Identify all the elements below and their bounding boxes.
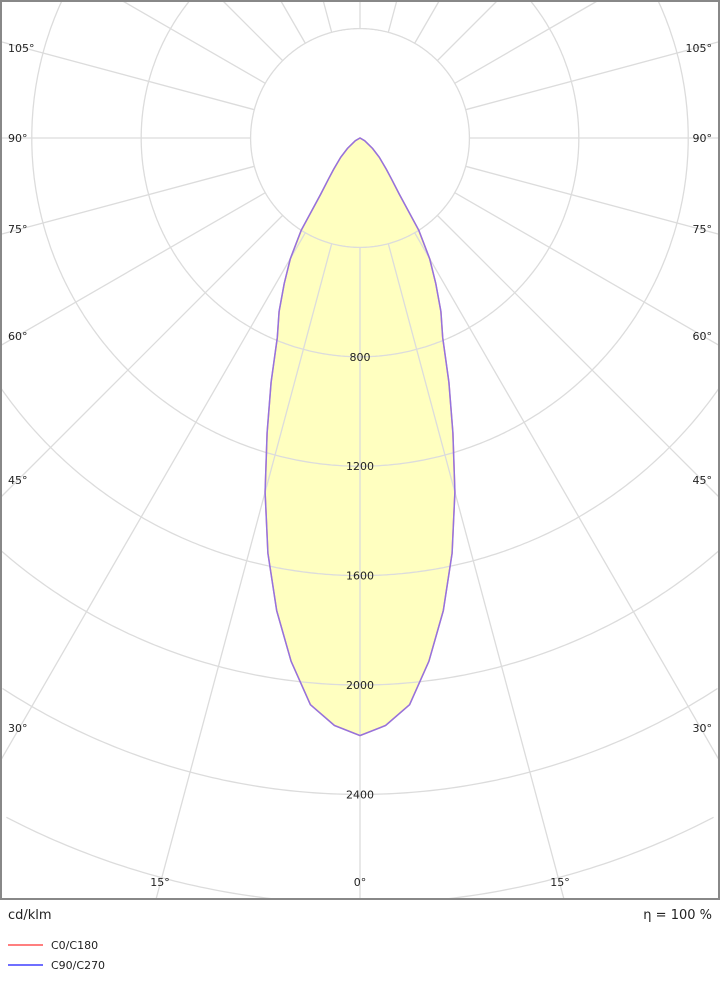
angle-label-left: 75° xyxy=(8,223,28,236)
grid-spoke-165 xyxy=(322,0,333,33)
grid-spoke-30 xyxy=(414,232,720,761)
angle-label-bottom: 15° xyxy=(550,876,570,889)
polar-grid xyxy=(0,0,720,900)
grid-spoke-60 xyxy=(0,192,266,346)
grid-spoke-150 xyxy=(280,0,306,44)
radial-tick-label: 2400 xyxy=(346,788,374,801)
grid-spoke-120 xyxy=(122,0,266,84)
axis-labels: 105° 105° 90° 90° 75° 75° 60° 60° 45° 45° 30° 30° 15… xyxy=(8,42,712,889)
grid-spoke-60 xyxy=(454,192,720,346)
grid-spoke-45 xyxy=(436,214,720,498)
series-lines xyxy=(264,137,456,737)
radial-tick-label: 2000 xyxy=(346,679,374,692)
legend-label: C0/C180 xyxy=(51,939,98,952)
angle-label-right: 75° xyxy=(693,223,713,236)
grid-spoke-120 xyxy=(454,0,598,84)
grid-spoke-150 xyxy=(414,0,440,44)
angle-label-right: 105° xyxy=(686,42,713,55)
grid-spoke-75 xyxy=(0,165,255,235)
radial-tick-label: 1200 xyxy=(346,460,374,473)
grid-ring-2800 xyxy=(6,816,714,900)
grid-spoke-135 xyxy=(222,0,284,62)
angle-label-left: 90° xyxy=(8,132,28,145)
radial-tick-label: 1600 xyxy=(346,570,374,583)
grid-ring-800 xyxy=(140,1,580,358)
angle-label-bottom: 0° xyxy=(354,876,367,889)
grid-spoke-165 xyxy=(387,0,398,33)
grid-spoke-105 xyxy=(0,41,255,111)
angle-label-left: 105° xyxy=(8,42,35,55)
angle-label-right: 30° xyxy=(693,722,713,735)
grid-spoke-15 xyxy=(155,243,333,900)
grid-spoke-75 xyxy=(465,165,720,235)
grid-spoke-15 xyxy=(387,243,565,900)
angle-label-right: 45° xyxy=(693,474,713,487)
efficiency-label: η = 100 % xyxy=(643,908,712,923)
angle-label-right: 60° xyxy=(693,330,713,343)
grid-spoke-135 xyxy=(436,0,498,62)
grid-spoke-105 xyxy=(465,41,720,111)
grid-ring-1200 xyxy=(31,1,689,467)
legend: C0/C180 C90/C270 xyxy=(8,939,105,972)
angle-label-left: 45° xyxy=(8,474,28,487)
angle-label-left: 60° xyxy=(8,330,28,343)
legend-label: C90/C270 xyxy=(51,959,105,972)
grid-spoke-30 xyxy=(0,232,306,761)
angle-label-bottom: 15° xyxy=(150,876,170,889)
grid-spoke-45 xyxy=(0,214,284,498)
unit-label: cd/klm xyxy=(8,908,52,923)
series-curve-C90-C270 xyxy=(264,137,456,737)
angle-label-left: 30° xyxy=(8,722,28,735)
radial-tick-label: 800 xyxy=(350,351,371,364)
plot-frame xyxy=(0,0,720,900)
angle-label-right: 90° xyxy=(693,132,713,145)
